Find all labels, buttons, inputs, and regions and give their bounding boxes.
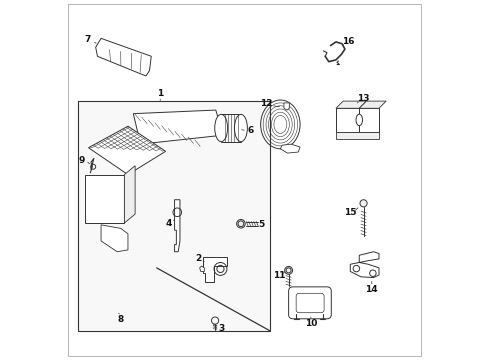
Polygon shape xyxy=(359,101,386,108)
Polygon shape xyxy=(280,144,300,153)
Text: 14: 14 xyxy=(365,285,377,294)
Polygon shape xyxy=(88,126,165,175)
Text: 6: 6 xyxy=(247,126,254,135)
Polygon shape xyxy=(96,39,151,76)
Text: 1: 1 xyxy=(157,89,163,98)
Ellipse shape xyxy=(355,114,362,126)
Text: 13: 13 xyxy=(356,94,368,103)
Polygon shape xyxy=(335,132,378,139)
Polygon shape xyxy=(174,200,180,252)
Circle shape xyxy=(284,266,292,274)
Circle shape xyxy=(359,200,366,207)
Text: 15: 15 xyxy=(344,208,356,217)
Polygon shape xyxy=(199,266,204,271)
Polygon shape xyxy=(284,103,289,110)
Ellipse shape xyxy=(234,114,247,141)
Text: 5: 5 xyxy=(258,220,264,229)
Polygon shape xyxy=(335,108,359,132)
Text: 4: 4 xyxy=(165,219,172,228)
Text: 2: 2 xyxy=(194,255,201,264)
Text: 3: 3 xyxy=(218,324,224,333)
Text: 8: 8 xyxy=(118,315,123,324)
Text: 10: 10 xyxy=(304,319,316,328)
FancyBboxPatch shape xyxy=(288,287,330,319)
Text: 7: 7 xyxy=(84,35,91,44)
Polygon shape xyxy=(85,175,124,223)
Polygon shape xyxy=(349,252,378,278)
Polygon shape xyxy=(101,225,128,252)
Polygon shape xyxy=(203,257,226,282)
Bar xyxy=(78,101,269,330)
Ellipse shape xyxy=(214,114,227,141)
Circle shape xyxy=(236,220,244,228)
Text: 12: 12 xyxy=(260,99,272,108)
Text: 16: 16 xyxy=(342,37,354,46)
Text: 9: 9 xyxy=(79,156,85,165)
Polygon shape xyxy=(124,166,135,223)
Polygon shape xyxy=(133,110,223,144)
Text: 11: 11 xyxy=(272,271,285,280)
Polygon shape xyxy=(359,108,378,132)
Polygon shape xyxy=(335,101,366,108)
